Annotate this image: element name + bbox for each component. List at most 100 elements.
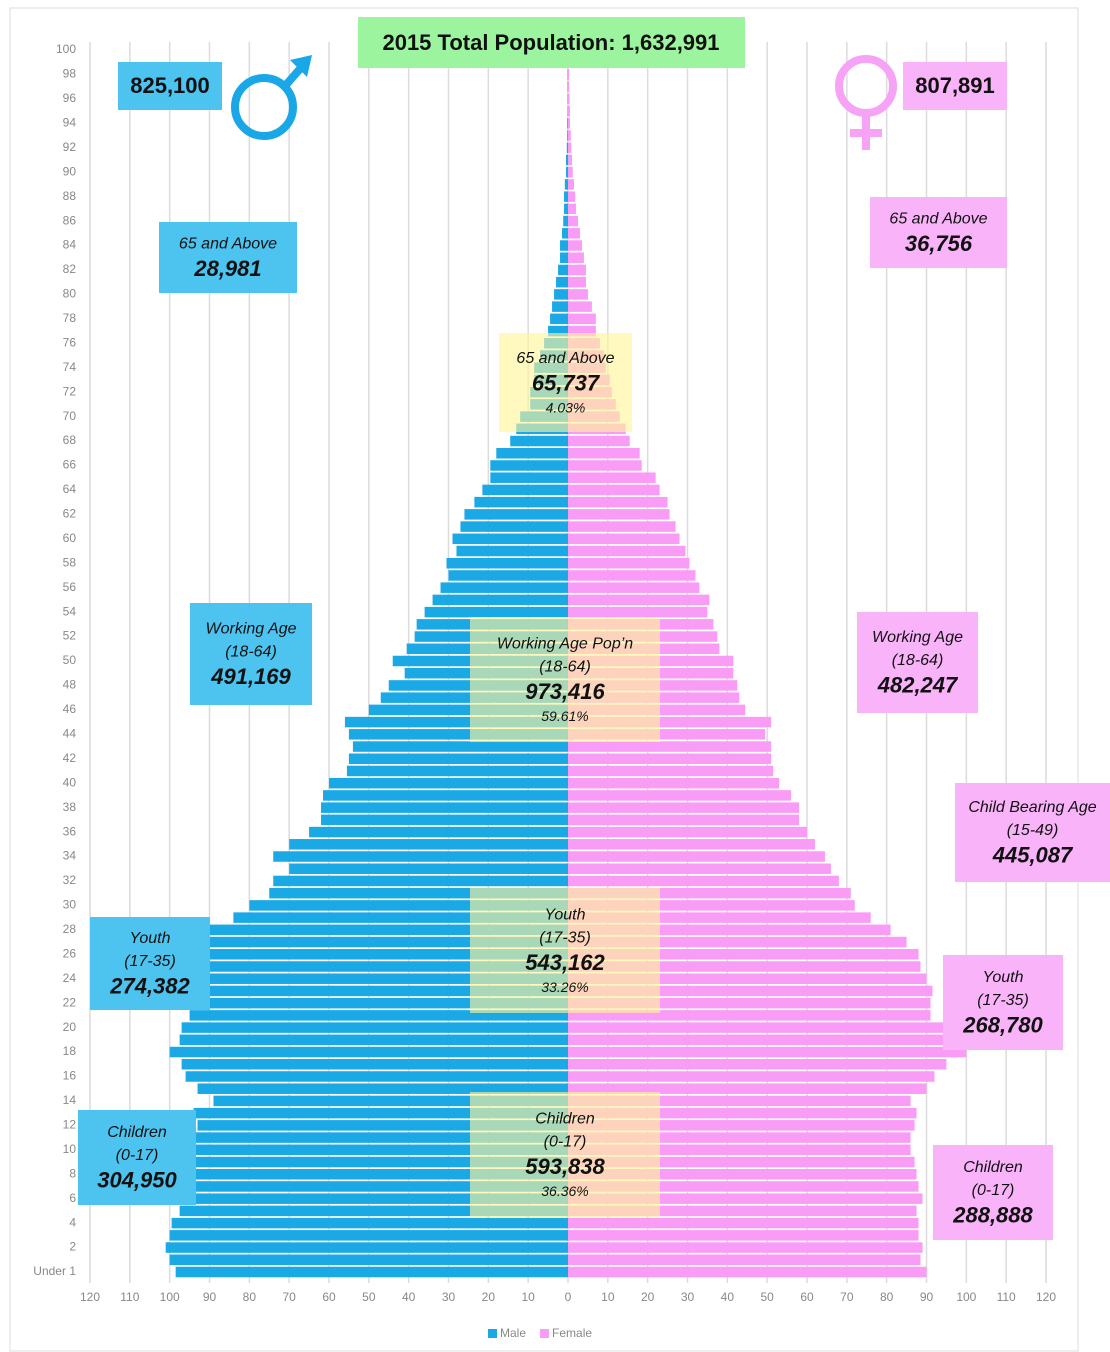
bar <box>568 533 680 545</box>
y-tick-label: 44 <box>63 726 77 740</box>
box-label: 65 and Above <box>516 350 614 367</box>
bar <box>564 179 568 190</box>
bar <box>564 191 568 202</box>
box-label: Youth <box>983 969 1024 986</box>
bar <box>568 936 907 948</box>
bar <box>323 790 568 801</box>
female-box <box>943 955 1063 1050</box>
bar <box>568 557 690 569</box>
bar <box>452 533 568 545</box>
bar <box>566 166 568 178</box>
bar <box>209 924 568 936</box>
box-value: 28,981 <box>193 256 261 281</box>
bar <box>448 570 568 581</box>
bar <box>568 448 640 459</box>
y-tick-label: 52 <box>63 629 77 643</box>
bar <box>568 289 588 300</box>
male-symbol <box>231 74 297 140</box>
bar <box>169 1254 568 1266</box>
bar <box>568 839 815 850</box>
bar <box>432 594 568 606</box>
bar <box>233 912 568 923</box>
x-tick-label: 60 <box>322 1290 336 1304</box>
bar <box>568 130 571 141</box>
y-tick-label: 48 <box>63 678 77 692</box>
bar <box>568 594 710 606</box>
bar <box>568 900 855 911</box>
y-tick-label: 62 <box>63 507 77 521</box>
bar <box>568 545 686 557</box>
bar <box>197 961 569 972</box>
bar <box>368 704 568 716</box>
chart-title: 2015 Total Population: 1,632,991 <box>382 30 719 55</box>
y-tick-label: 26 <box>63 946 77 960</box>
bar <box>568 1010 931 1021</box>
box-value: 304,950 <box>97 1167 177 1192</box>
center-box <box>499 333 632 432</box>
box-label: Working Age Pop’n <box>497 636 633 653</box>
y-tick-label: 92 <box>63 140 77 154</box>
y-tick-label: 36 <box>63 824 77 838</box>
bar <box>568 509 670 520</box>
bar <box>249 900 569 911</box>
bar <box>187 1132 568 1143</box>
y-tick-label: 46 <box>63 702 77 716</box>
box-range: (0-17) <box>116 1147 159 1164</box>
y-tick-label: 80 <box>63 287 77 301</box>
bar <box>179 1034 568 1046</box>
x-tick-label: 80 <box>243 1290 257 1304</box>
y-tick-label: 34 <box>63 849 77 863</box>
bar <box>193 973 569 984</box>
bar <box>568 912 871 923</box>
y-tick-label: 14 <box>63 1093 77 1107</box>
bar <box>213 1095 568 1107</box>
bar <box>554 289 568 300</box>
bar <box>568 313 596 325</box>
bar <box>568 1242 923 1253</box>
box-label: Children <box>535 1111 595 1128</box>
bar <box>568 851 825 862</box>
bar <box>197 1083 569 1094</box>
y-tick-label: 24 <box>63 971 77 985</box>
y-tick-label: 100 <box>56 42 76 56</box>
gender-symbols <box>231 55 897 150</box>
y-tick-label: 16 <box>63 1069 77 1083</box>
bar <box>568 472 656 483</box>
bar <box>464 509 568 520</box>
bar <box>568 1230 919 1241</box>
bar <box>348 729 568 740</box>
bar <box>568 997 931 1009</box>
y-tick-label: 66 <box>63 458 77 472</box>
x-tick-label: 30 <box>681 1290 695 1304</box>
box-label: Children <box>963 1159 1023 1176</box>
y-tick-label: Under 1 <box>33 1264 76 1278</box>
bar <box>568 1022 947 1033</box>
bar <box>329 777 568 789</box>
y-tick-label: 32 <box>63 873 77 887</box>
bar <box>568 826 807 838</box>
y-tick-label: 12 <box>63 1118 77 1132</box>
bar <box>568 1046 967 1058</box>
y-tick-label: 10 <box>63 1142 77 1156</box>
y-tick-label: 94 <box>63 115 77 129</box>
box-label: Youth <box>130 930 171 947</box>
y-tick-label: 8 <box>69 1166 76 1180</box>
x-tick-label: 70 <box>840 1290 854 1304</box>
y-tick-label: 68 <box>63 433 77 447</box>
x-tick-label: 10 <box>521 1290 535 1304</box>
bar <box>171 1217 569 1229</box>
bar <box>568 496 668 508</box>
y-tick-label: 74 <box>63 360 77 374</box>
box-label: Working Age <box>206 621 297 638</box>
box-value: 288,888 <box>952 1202 1033 1227</box>
y-tick-label: 96 <box>63 91 77 105</box>
bar <box>175 1266 568 1278</box>
bar <box>568 521 676 532</box>
y-tick-label: 64 <box>63 482 77 496</box>
legend-label: Female <box>552 1326 592 1340</box>
bar <box>269 887 568 899</box>
bar <box>187 985 568 997</box>
x-tick-label: 120 <box>1036 1290 1056 1304</box>
annotation-boxes: 2015 Total Population: 1,632,991 825,100 8… <box>78 17 1110 1240</box>
